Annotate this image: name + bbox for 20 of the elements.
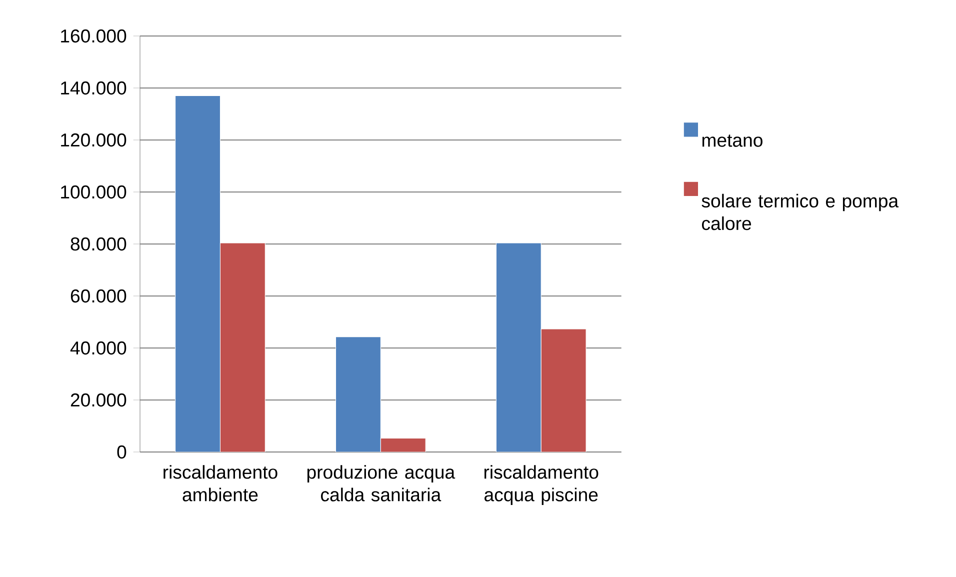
x-tick-label: riscaldamento ambiente	[164, 465, 278, 502]
bar	[496, 242, 542, 452]
y-tick-label: 20.000	[70, 393, 126, 407]
y-tick-label: 0	[117, 445, 126, 459]
bar	[175, 96, 220, 452]
y-tick-label: 140.000	[61, 81, 126, 95]
legend-label: metano	[702, 134, 762, 147]
bar	[220, 242, 266, 452]
y-tick-label: 100.000	[61, 185, 126, 199]
y-tick-label: 120.000	[61, 133, 126, 147]
bar	[380, 438, 426, 452]
legend-label: solare termico e pompa calore	[702, 194, 899, 230]
bar	[540, 328, 586, 452]
y-tick-label: 160.000	[61, 29, 126, 43]
y-tick-label: 80.000	[70, 237, 126, 251]
bar	[335, 336, 381, 452]
x-tick-label: produzione acqua calda sanitaria	[307, 465, 456, 502]
y-tick-label: 60.000	[70, 289, 126, 303]
y-tick-label: 40.000	[70, 341, 126, 355]
x-tick-label: riscaldamento acqua piscine	[484, 465, 598, 506]
